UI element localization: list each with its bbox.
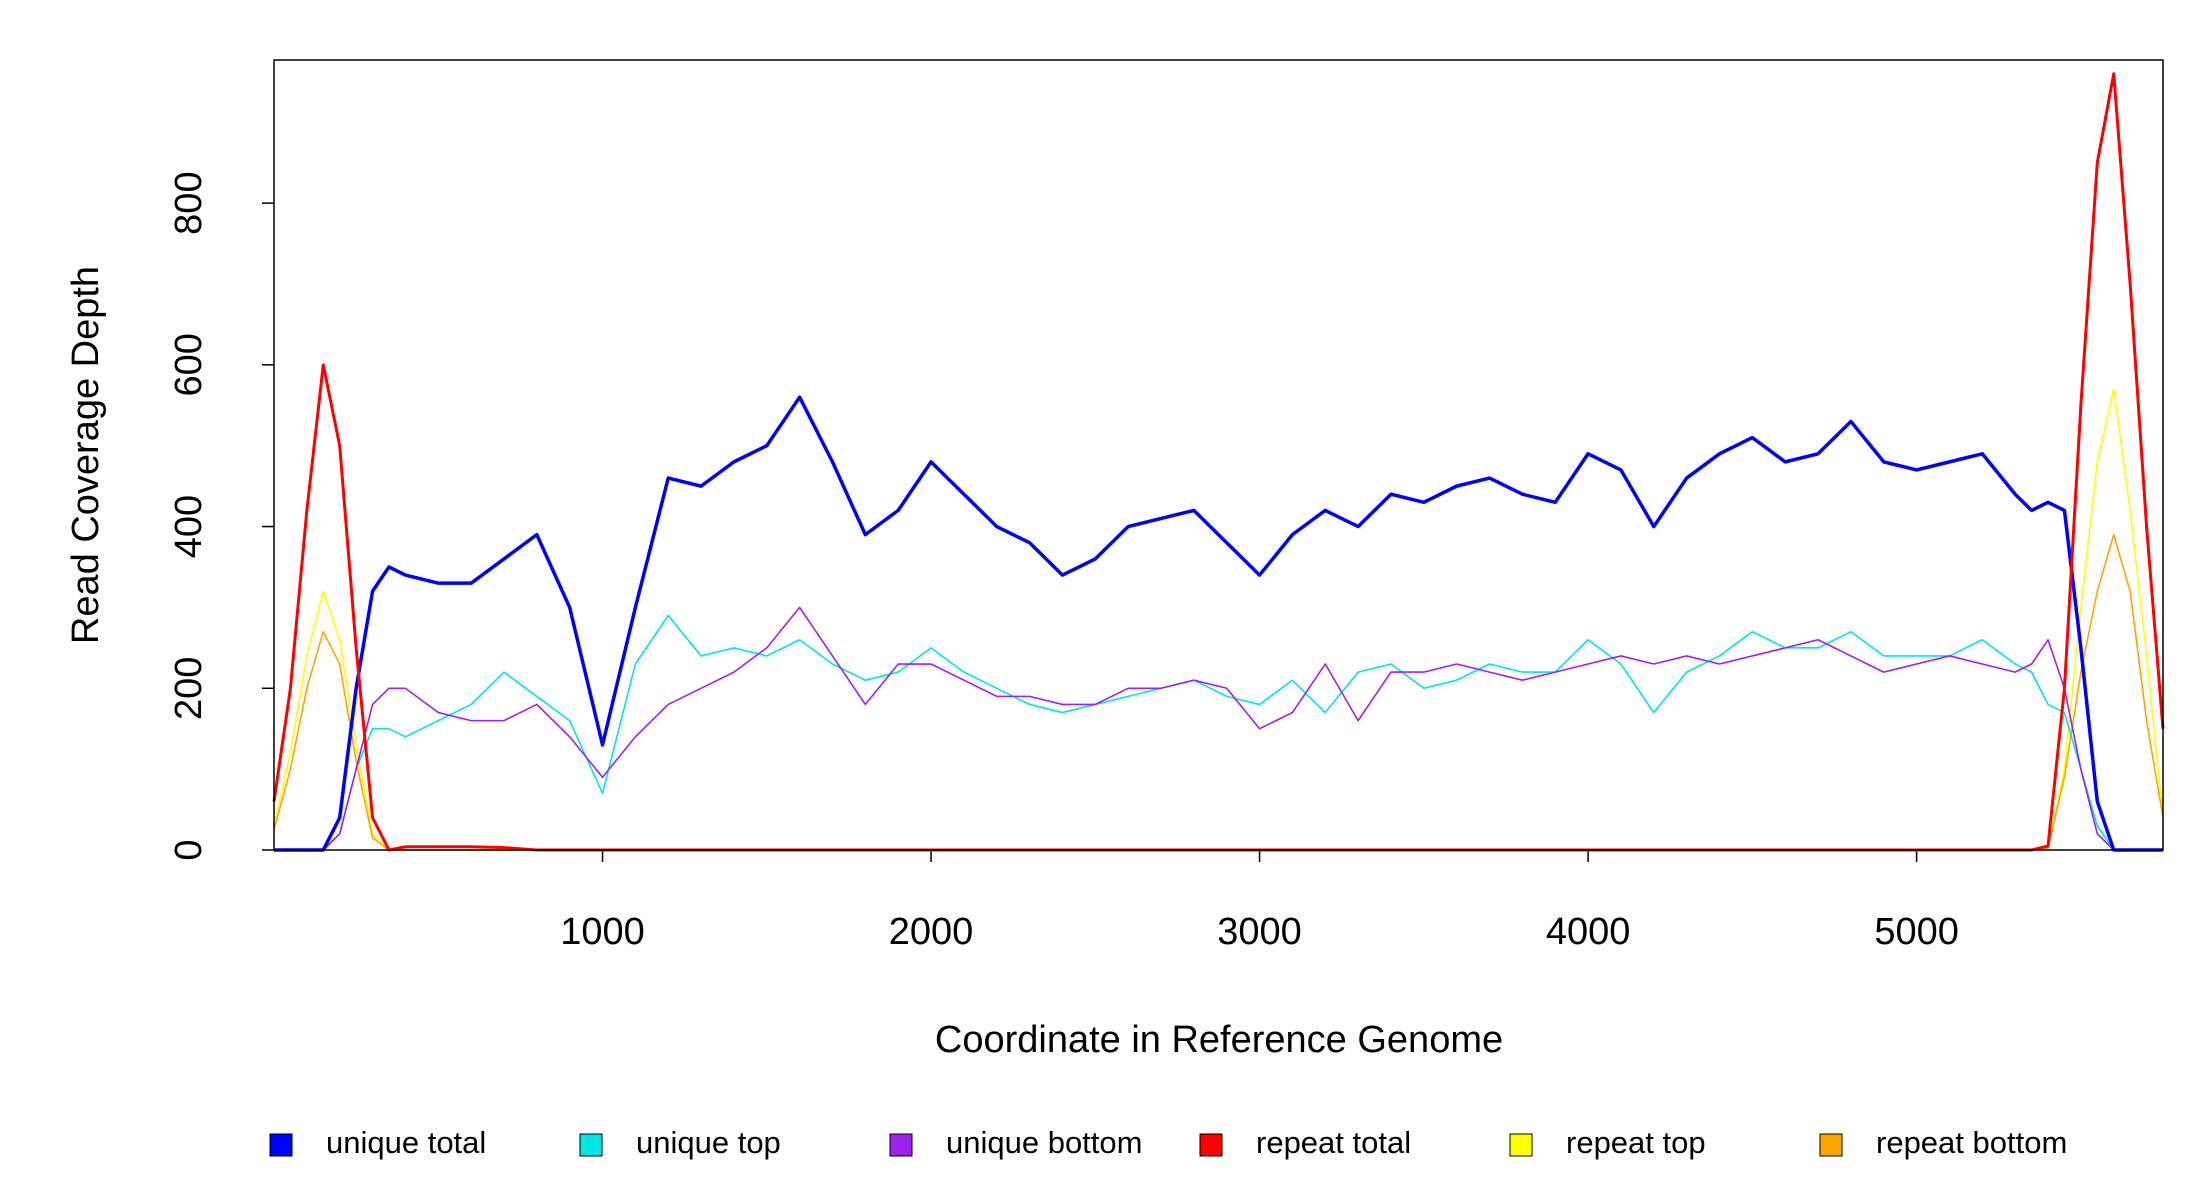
legend-label: repeat bottom bbox=[1876, 1125, 2067, 1160]
series-line bbox=[274, 606, 2163, 851]
y-tick-label: 800 bbox=[168, 171, 210, 234]
legend-label: repeat total bbox=[1256, 1125, 1411, 1160]
x-tick-label: 1000 bbox=[560, 911, 645, 953]
x-axis-title: Coordinate in Reference Genome bbox=[935, 1019, 1503, 1061]
legend-swatch bbox=[1819, 1133, 1843, 1157]
legend-swatch bbox=[889, 1133, 913, 1157]
y-tick-label: 400 bbox=[168, 495, 210, 558]
series-line bbox=[274, 614, 2163, 851]
legend-label: repeat top bbox=[1566, 1125, 1706, 1160]
y-tick-label: 600 bbox=[168, 333, 210, 396]
legend-label: unique top bbox=[636, 1125, 781, 1160]
legend-swatch bbox=[1199, 1133, 1223, 1157]
legend-swatch bbox=[1509, 1133, 1533, 1157]
y-axis-title: Read Coverage Depth bbox=[65, 266, 107, 644]
legend-swatch bbox=[579, 1133, 603, 1157]
series-line bbox=[272, 72, 2165, 852]
x-tick-label: 2000 bbox=[889, 911, 974, 953]
plot-frame bbox=[273, 59, 2164, 851]
x-tick-label: 5000 bbox=[1874, 911, 1959, 953]
legend-swatch bbox=[269, 1133, 293, 1157]
x-tick-label: 3000 bbox=[1217, 911, 1302, 953]
legend-label: unique bottom bbox=[946, 1125, 1142, 1160]
series-line bbox=[274, 395, 2163, 852]
y-tick-label: 200 bbox=[168, 657, 210, 720]
x-tick-label: 4000 bbox=[1546, 911, 1631, 953]
y-tick-label: 0 bbox=[168, 839, 210, 860]
legend-label: unique total bbox=[326, 1125, 486, 1160]
